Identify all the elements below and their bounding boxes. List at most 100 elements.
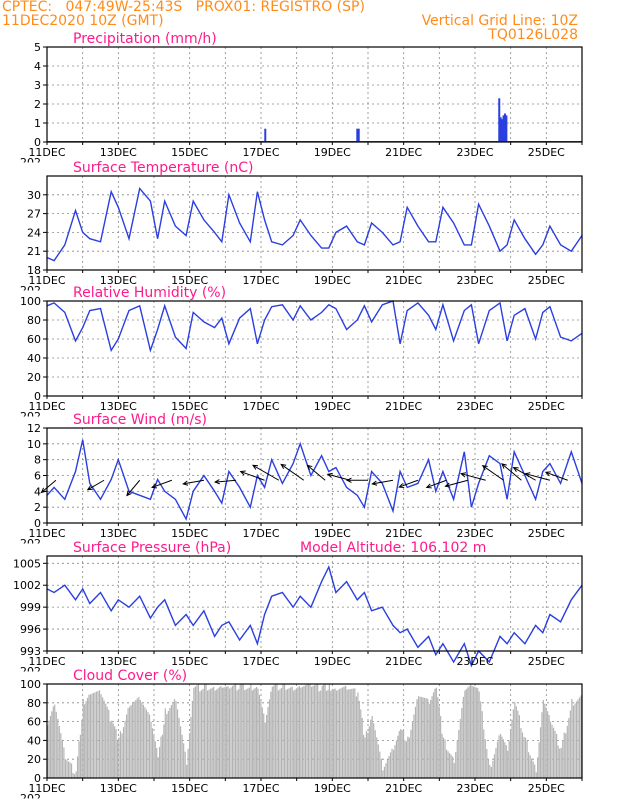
cloud-bar	[520, 728, 522, 778]
wind-arrow	[444, 479, 468, 488]
y-tick-label: 24	[27, 226, 41, 239]
cloud-bar	[475, 687, 477, 778]
cloud-bar	[422, 697, 424, 778]
wind-arrow-head	[481, 465, 488, 471]
cloud-bar	[279, 689, 281, 778]
cloud-bar	[427, 698, 429, 778]
x-tick-label: 17DEC	[242, 527, 279, 540]
cloud-bar	[327, 689, 329, 778]
cloud-bar	[241, 684, 243, 778]
cloud-bar	[496, 741, 499, 778]
cloud-bar	[521, 732, 524, 778]
wind-arrow	[398, 479, 419, 489]
precip-bar	[498, 98, 501, 142]
cloud-bar	[363, 734, 365, 778]
cloud-bar	[527, 752, 530, 778]
cloud-bar	[549, 721, 552, 778]
panel-3: 0 2 4 6 8 10 12 11DEC 13DEC 15DEC 17DEC 19DEC 21DEC 2…	[20, 412, 583, 550]
cloud-bar	[449, 753, 451, 778]
precip-bar	[503, 113, 506, 142]
cloud-bar	[217, 688, 219, 778]
cloud-bar	[325, 690, 328, 778]
cloud-bar	[538, 742, 540, 778]
cloud-bar	[228, 688, 231, 778]
cloud-bar	[490, 766, 492, 778]
wind-arrow	[86, 479, 105, 491]
cloud-bar	[293, 690, 295, 778]
wind-arrow	[151, 479, 173, 489]
cloud-bar	[105, 703, 107, 778]
y-tick-label: 0	[34, 517, 41, 530]
x-tick-label: 23DEC	[456, 146, 493, 159]
panel-frame	[46, 555, 583, 652]
cloud-bar	[562, 740, 564, 778]
wind-arrow-head	[306, 464, 313, 471]
cloud-bar	[351, 688, 353, 778]
y-tick-label: 60	[27, 333, 41, 346]
cloud-bar	[57, 718, 59, 778]
cloud-bar	[186, 764, 188, 778]
wind-arrow	[371, 479, 394, 486]
wind-arrow-shaft	[183, 479, 205, 485]
cloud-bar	[92, 692, 95, 778]
cloud-bar	[97, 690, 99, 778]
x-tick-label: 11DEC	[28, 782, 65, 795]
cloud-bar	[365, 731, 368, 778]
cloud-bar	[563, 732, 565, 778]
wind-arrow-shaft	[327, 473, 351, 481]
y-tick-label: 20	[27, 371, 41, 384]
cloud-bar	[565, 733, 567, 778]
cloud-bar	[462, 696, 464, 778]
y-tick-label: 2	[34, 501, 41, 514]
cloud-bar	[216, 689, 218, 778]
y-tick-label: 12	[27, 422, 41, 435]
cloud-bar	[151, 728, 154, 778]
cloud-bar	[251, 690, 253, 778]
cloud-bar	[109, 721, 111, 778]
panel-frame	[46, 683, 583, 779]
cloud-bar	[441, 733, 443, 778]
wind-arrow-shaft	[151, 479, 173, 488]
cloud-bar	[127, 708, 129, 778]
cloud-bar	[233, 684, 235, 778]
cloud-bar	[288, 688, 290, 778]
cloud-bar	[578, 697, 581, 778]
cloud-bar	[260, 701, 262, 778]
y-tick-label: 4	[34, 60, 41, 73]
cloud-bar	[432, 692, 435, 778]
precip-bar	[499, 117, 502, 142]
cloud-bar	[379, 751, 381, 778]
cloud-bar	[371, 715, 373, 778]
cloud-bar	[425, 698, 427, 778]
cloud-bar	[373, 723, 375, 778]
wind-arrow-head	[239, 470, 246, 476]
cloud-bar	[568, 718, 570, 778]
cloud-bar	[345, 685, 347, 778]
cloud-bar	[524, 737, 527, 778]
x-tick-label: 25DEC	[528, 782, 565, 795]
cloud-bar	[203, 684, 206, 778]
y-tick-label: 2	[34, 98, 41, 111]
cloud-bar	[548, 715, 550, 778]
cloud-bar	[388, 755, 390, 778]
cloud-bar	[304, 685, 307, 778]
cloud-bar	[268, 699, 271, 778]
cloud-bar	[223, 687, 225, 778]
wind-arrow	[524, 472, 551, 481]
cloud-bar	[148, 714, 151, 778]
y-tick-label: 8	[34, 454, 41, 467]
cloud-bar	[374, 730, 376, 778]
x-tick-label: 19DEC	[314, 146, 351, 159]
cloud-bar	[247, 688, 249, 778]
y-tick-label: 80	[27, 314, 41, 327]
cloud-bar	[380, 758, 382, 778]
x-tick-label: 19DEC	[314, 274, 351, 287]
cloud-bar	[343, 686, 345, 778]
cloud-bar	[364, 737, 366, 778]
cloud-bar	[377, 744, 379, 778]
y-tick-label: 10	[27, 438, 41, 451]
panel-frame	[46, 46, 583, 143]
cloud-bar	[400, 729, 402, 778]
x-tick-label: 23DEC	[456, 527, 493, 540]
cloud-bar	[263, 713, 265, 778]
